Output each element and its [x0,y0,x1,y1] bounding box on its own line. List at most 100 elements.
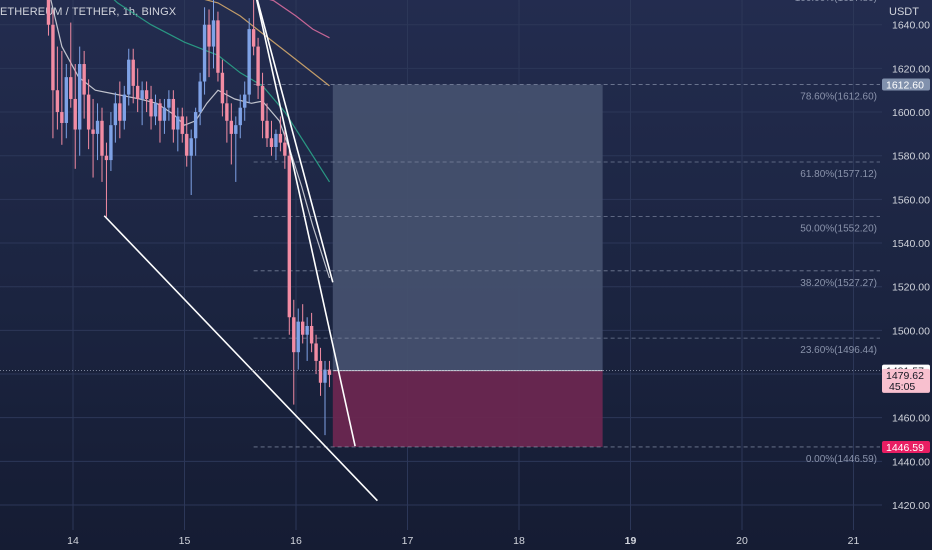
candle-body [171,98,176,130]
target-price-label: 1612.60 [886,80,924,92]
moving-average-line [204,0,330,87]
candle-body [149,98,153,117]
candle-body [296,321,300,353]
candle-body [127,59,131,95]
moving-average-line [50,0,331,279]
candle-body [283,142,287,156]
candle-body [118,103,122,121]
candle-body [243,94,247,108]
candle-body [153,103,158,117]
candle-body [265,120,269,139]
target-zone [332,84,603,371]
time-tick-label: 19 [625,535,637,547]
candle-body [278,133,283,143]
candle-body [95,120,100,134]
time-axis[interactable]: 14 15 16 17 18 19 20 21 [67,535,859,547]
stop-price-label: 1446.59 [886,442,924,454]
candle-body [158,103,162,121]
price-tick-label: 1580.00 [892,151,930,163]
candle-body [251,29,256,47]
candle-body [247,29,251,95]
stop-zone [332,370,603,447]
moving-average-line [269,0,330,39]
price-axis[interactable]: 1420.001440.001460.001480.001500.001520.… [882,0,930,512]
candle-body [309,325,314,344]
price-tick-label: 1620.00 [892,63,930,75]
candle-body [225,103,229,121]
time-tick-label: 18 [513,535,525,547]
candle-body [180,116,184,134]
candle-body [274,133,278,147]
candle-body [269,138,274,147]
candle-body [202,24,207,82]
position-zones [332,84,603,447]
candle-body [135,85,140,99]
target-price-label-bg [882,78,930,91]
candle-body [256,46,260,86]
time-tick-label: 17 [402,535,414,547]
candle-body [140,90,144,99]
time-tick-label: 16 [290,535,302,547]
candle-body [220,72,225,104]
candle-body [216,20,220,73]
time-tick-label: 21 [848,535,860,547]
candle-body [86,94,91,130]
candles [46,0,332,436]
chart-header: ETHEREUM / TETHER, 1h, BINGX [0,6,176,18]
candle-body [176,116,180,130]
candle-body [234,125,238,134]
price-tick-label: 1560.00 [892,194,930,206]
trendline [255,0,356,447]
candle-body [185,133,189,156]
trendlines[interactable] [103,0,378,502]
candle-body [292,317,296,353]
price-tick-label: 1440.00 [892,456,930,468]
candle-body [238,107,242,126]
price-tick-label: 1420.00 [892,500,930,512]
moving-averages [50,0,331,279]
candle-body [109,125,113,161]
candle-body [64,77,69,123]
candle-body [46,0,51,25]
fib-level-label: 23.60%(1496.44) [800,345,877,356]
fib-retracement[interactable]: 100.00%(1657.80) 78.60%(1612.60) 61.80%(15… [253,0,880,465]
candle-body [131,59,135,86]
price-tick-label: 1600.00 [892,107,930,119]
price-tick-label: 1520.00 [892,282,930,294]
symbol-title[interactable]: ETHEREUM / TETHER, 1h, BINGX [0,6,177,18]
candle-body [113,103,118,126]
candle-body [318,360,323,383]
price-tick-label: 1540.00 [892,238,930,250]
candle-body [77,64,82,130]
candle-body [287,155,292,318]
candle-body [260,85,265,121]
candle-body [229,120,234,134]
fib-level-label: 0.00%(1446.59) [806,454,877,465]
candle-body [305,325,309,335]
countdown-label: 45:05 [889,381,915,393]
candle-body [82,64,86,95]
candle-body [91,129,95,134]
candle-body [55,90,60,113]
candle-body [51,24,55,91]
trendline [256,0,334,283]
price-tick-label: 1460.00 [892,413,930,425]
candle-body [314,343,318,361]
candle-body [211,20,216,47]
fib-level-label: 38.20%(1527.27) [800,278,877,289]
time-tick-label: 15 [179,535,191,547]
fib-level-label: 50.00%(1552.20) [800,223,877,234]
last-price-label-bg [882,368,930,393]
candle-body [167,98,171,108]
time-tick-label: 14 [67,535,79,547]
candle-body [100,120,104,156]
candle-body [73,98,77,130]
candle-body [162,107,167,121]
fib-level-label: 100.00%(1657.80) [795,0,877,4]
candle-body [300,321,305,335]
candle-body [69,77,73,99]
fib-level-label: 61.80%(1577.12) [800,169,877,180]
candle-body [144,90,149,99]
time-tick-label: 20 [736,535,748,547]
